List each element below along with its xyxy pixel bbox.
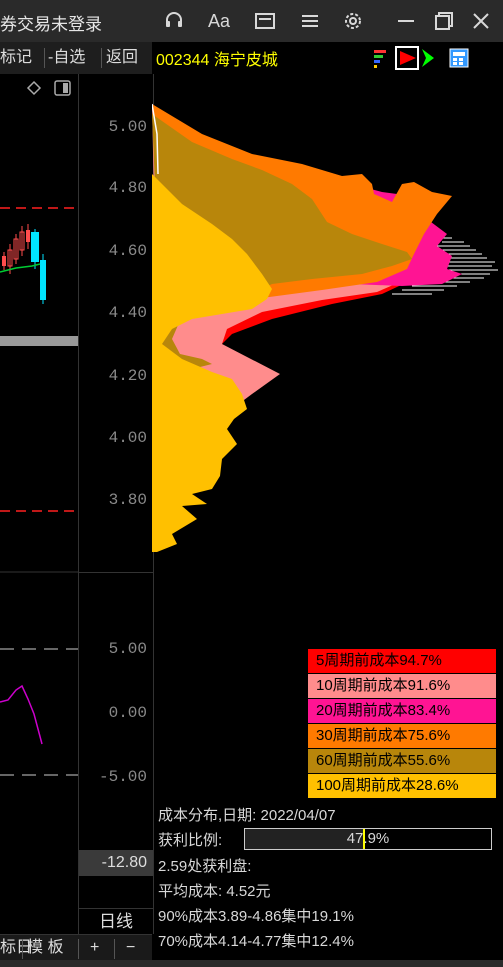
series-60-period bbox=[152, 114, 412, 369]
profit-disk: 2.59处获利盘: bbox=[158, 858, 252, 875]
tick-label: 0.00 bbox=[108, 704, 147, 722]
avg-cost-line bbox=[152, 103, 159, 175]
minimize-icon[interactable] bbox=[392, 7, 420, 35]
tick-label: 5.00 bbox=[108, 640, 147, 658]
distribution-date: 成本分布,日期: 2022/04/07 bbox=[158, 807, 336, 824]
separator bbox=[44, 48, 45, 68]
profit-ratio-fill bbox=[245, 829, 363, 849]
separator bbox=[22, 939, 23, 959]
stock-code-name: 002344 海宁皮城 bbox=[156, 52, 278, 69]
pane-divider bbox=[0, 336, 78, 346]
list-icon[interactable] bbox=[296, 7, 324, 35]
candlesticks bbox=[2, 224, 46, 304]
legend-20-period: 20周期前成本83.4% bbox=[308, 699, 496, 723]
headset-icon[interactable] bbox=[160, 7, 188, 35]
calculator-icon[interactable] bbox=[449, 48, 469, 68]
zoom-out-button[interactable]: − bbox=[126, 939, 136, 956]
kline-pane[interactable] bbox=[0, 74, 78, 934]
separator bbox=[114, 939, 115, 959]
legend-label: 10周期前成本91.6% bbox=[316, 677, 451, 694]
tick-label: 4.20 bbox=[108, 367, 147, 385]
kline-chart bbox=[0, 80, 78, 776]
profit-ratio-bar: 47.9% bbox=[244, 828, 492, 850]
gear-icon[interactable] bbox=[339, 7, 367, 35]
legend-5-period: 5周期前成本94.7% bbox=[308, 649, 496, 673]
legend-label: 60周期前成本55.6% bbox=[316, 752, 451, 769]
legend-10-period: 10周期前成本91.6% bbox=[308, 674, 496, 698]
arrow-green-icon[interactable] bbox=[422, 49, 434, 67]
template-button[interactable]: 模 板 bbox=[27, 939, 64, 956]
panel-toggle-icon[interactable] bbox=[54, 80, 71, 96]
separator bbox=[78, 939, 79, 959]
legend-100-period: 100周期前成本28.6% bbox=[308, 774, 496, 798]
tick-label: -5.00 bbox=[98, 768, 147, 786]
bottom-toolbar: 标日 模 板 + − bbox=[0, 934, 152, 961]
window-title: 券交易未登录 bbox=[0, 15, 102, 34]
tick-label: 5.00 bbox=[108, 118, 147, 136]
profit-label: 获利比例: bbox=[158, 832, 223, 849]
back-button[interactable]: 返回 bbox=[106, 49, 139, 66]
legend-label: 30周期前成本75.6% bbox=[316, 727, 451, 744]
cost-70-percent: 70%成本4.14-4.77集中12.4% bbox=[158, 933, 354, 950]
legend-label: 5周期前成本94.7% bbox=[316, 652, 442, 669]
legend-label: 100周期前成本28.6% bbox=[316, 777, 459, 794]
restore-icon[interactable] bbox=[430, 7, 458, 35]
cost-90-percent: 90%成本3.89-4.86集中19.1% bbox=[158, 908, 354, 925]
separator bbox=[101, 48, 102, 68]
title-bar: 券交易未登录 Aa bbox=[0, 0, 503, 42]
diamond-icon[interactable] bbox=[26, 80, 42, 96]
bars-icon[interactable] bbox=[374, 50, 386, 68]
zoom-in-button[interactable]: + bbox=[90, 939, 100, 956]
chart-toolbar: 标记 -自选 返回 bbox=[0, 42, 152, 75]
period-label[interactable]: 日线 bbox=[79, 908, 153, 935]
close-icon[interactable] bbox=[467, 7, 495, 35]
tick-label: 4.40 bbox=[108, 304, 147, 322]
axis-divider bbox=[79, 572, 153, 573]
series-100-period bbox=[152, 174, 272, 552]
tick-label: 4.80 bbox=[108, 179, 147, 197]
mark-day-button[interactable]: 标日 bbox=[0, 939, 33, 956]
legend-label: 20周期前成本83.4% bbox=[316, 702, 451, 719]
indicator-toolbar bbox=[374, 46, 469, 70]
price-axis: 5.00 4.80 4.60 4.40 4.20 4.00 3.80 5.00 … bbox=[78, 74, 154, 934]
tick-label: 3.80 bbox=[108, 491, 147, 509]
tick-label: 4.60 bbox=[108, 242, 147, 260]
mail-icon[interactable] bbox=[251, 7, 279, 35]
stock-header: 002344 海宁皮城 bbox=[152, 42, 503, 74]
osc-line bbox=[0, 684, 43, 745]
legend-30-period: 30周期前成本75.6% bbox=[308, 724, 496, 748]
mark-button[interactable]: 标记 bbox=[0, 49, 33, 66]
profit-ratio-value: 47.9% bbox=[346, 830, 390, 847]
value-readout: -12.80 bbox=[79, 850, 153, 876]
font-size-icon[interactable]: Aa bbox=[207, 10, 231, 31]
play-red-icon[interactable] bbox=[395, 46, 419, 70]
profit-marker bbox=[363, 829, 365, 849]
ma-line bbox=[0, 263, 41, 273]
average-cost: 平均成本: 4.52元 bbox=[158, 883, 271, 900]
status-strip bbox=[0, 960, 503, 967]
watchlist-button[interactable]: -自选 bbox=[48, 49, 86, 66]
tick-label: 4.00 bbox=[108, 429, 147, 447]
cost-distribution-chart bbox=[152, 103, 498, 552]
legend-60-period: 60周期前成本55.6% bbox=[308, 749, 496, 773]
